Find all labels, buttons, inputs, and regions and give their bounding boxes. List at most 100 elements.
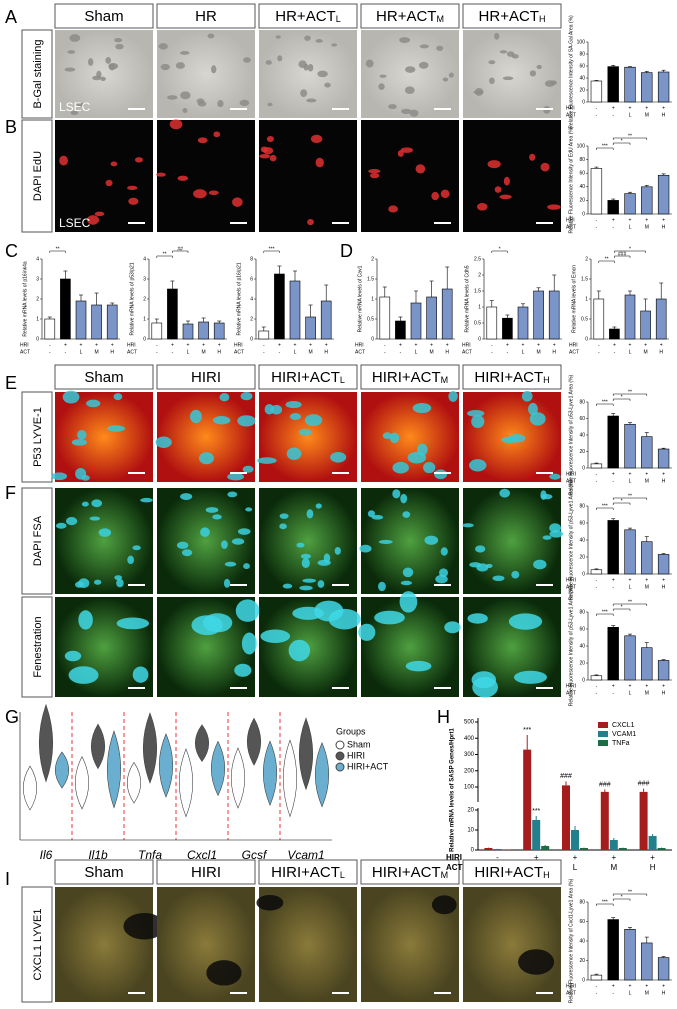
x-row-label: ACT — [127, 349, 137, 355]
sig-bracket — [49, 250, 66, 253]
x-level: H — [324, 349, 328, 355]
cell — [511, 570, 520, 579]
x-level: L — [415, 349, 418, 355]
header-text: HIRI+ACT — [271, 369, 340, 386]
y-tick-label: 100 — [577, 143, 586, 149]
row-label: DAPI EdU — [32, 151, 44, 201]
x-level: - — [65, 349, 67, 355]
violin — [299, 717, 313, 791]
cell — [81, 474, 90, 481]
cell — [265, 60, 272, 65]
x-level: + — [629, 342, 632, 348]
y-tick-label: 1 — [585, 296, 588, 302]
x-row-label: HRI — [462, 342, 471, 348]
cell — [286, 447, 302, 460]
cell — [404, 86, 415, 95]
y-axis-label: Relative Fluorescence Intensity of p53-L… — [568, 374, 574, 495]
cell — [462, 523, 474, 528]
cell — [110, 161, 118, 167]
x-level: M — [645, 584, 649, 590]
y-axis-label: Relative mRNA levels of Cdh5 — [464, 265, 470, 332]
x-row-label: ACT — [446, 863, 463, 872]
column-header: HR — [195, 8, 217, 25]
gene-label: Tnfa — [138, 848, 162, 862]
cell — [467, 613, 488, 624]
cell — [211, 65, 217, 74]
header-text: HIRI+ACT — [271, 864, 340, 881]
bar — [624, 193, 636, 215]
x-level: + — [662, 683, 665, 689]
cell — [242, 465, 254, 473]
cell — [404, 66, 416, 73]
x-level: L — [522, 349, 525, 355]
bar — [548, 290, 560, 340]
header-sub: M — [441, 375, 449, 385]
x-level: H — [650, 863, 656, 872]
cell — [64, 67, 76, 72]
x-level: - — [596, 217, 598, 223]
x-level: + — [309, 342, 312, 348]
x-row-label: ACT — [569, 349, 579, 355]
panel-label: G — [5, 707, 19, 727]
bar — [60, 278, 71, 340]
cell — [266, 135, 274, 142]
y-tick-label: 20 — [579, 660, 585, 666]
x-level: - — [279, 349, 281, 355]
cell — [128, 197, 139, 205]
x-row-label: HRI — [569, 342, 578, 348]
y-tick-label: 0 — [478, 336, 481, 342]
cell — [67, 50, 76, 54]
panel-label: E — [5, 373, 17, 393]
y-axis-label: Relative mRNA levels of p16ink4a — [22, 261, 28, 337]
header-box — [462, 364, 562, 390]
sig-bracket — [614, 250, 646, 253]
y-axis-label: Relative Fluorescence Intensity of SA-Ga… — [568, 15, 574, 129]
x-level: - — [496, 863, 499, 872]
y-tick-label: 0 — [582, 677, 585, 683]
cell — [105, 56, 112, 64]
x-level: M — [95, 349, 99, 355]
bar — [607, 919, 619, 981]
bar — [609, 328, 620, 340]
x-level: + — [446, 342, 449, 348]
bar — [641, 186, 653, 215]
cell — [511, 54, 519, 59]
x-row-label: ACT — [566, 690, 576, 696]
x-level: + — [662, 105, 665, 111]
y-tick-label: 1 — [478, 304, 481, 310]
bar — [289, 280, 301, 340]
y-tick-label: 0.5 — [474, 320, 481, 326]
sig-bracket — [596, 507, 614, 510]
y-tick-label: 60 — [579, 171, 585, 177]
legend-title: Groups — [336, 726, 366, 736]
x-level: + — [522, 342, 525, 348]
bar — [590, 974, 603, 981]
x-row-label: ACT — [20, 349, 30, 355]
cell — [424, 535, 439, 545]
bar — [607, 626, 619, 681]
header-text: HIRI — [191, 369, 221, 386]
y-tick-label: 2 — [143, 296, 146, 302]
cell — [402, 567, 414, 578]
cell — [279, 523, 287, 530]
x-level: - — [596, 471, 598, 477]
sig-label: * — [629, 246, 631, 252]
cell — [542, 535, 552, 540]
x-level: H — [662, 584, 666, 590]
cell — [299, 585, 313, 591]
sig-bracket — [598, 260, 615, 263]
x-level: M — [610, 863, 617, 872]
sig-bracket — [596, 903, 614, 906]
sig-label: *** — [602, 399, 608, 405]
x-level: + — [218, 342, 221, 348]
panel-label: B — [5, 117, 17, 137]
sig-bracket — [156, 255, 173, 258]
cell — [440, 189, 450, 199]
x-level: H — [662, 690, 666, 696]
cell — [474, 87, 484, 96]
header-sub: M — [436, 14, 444, 24]
cell — [300, 89, 308, 97]
x-level: M — [645, 690, 649, 696]
cell — [123, 913, 166, 940]
x-level: - — [384, 349, 386, 355]
